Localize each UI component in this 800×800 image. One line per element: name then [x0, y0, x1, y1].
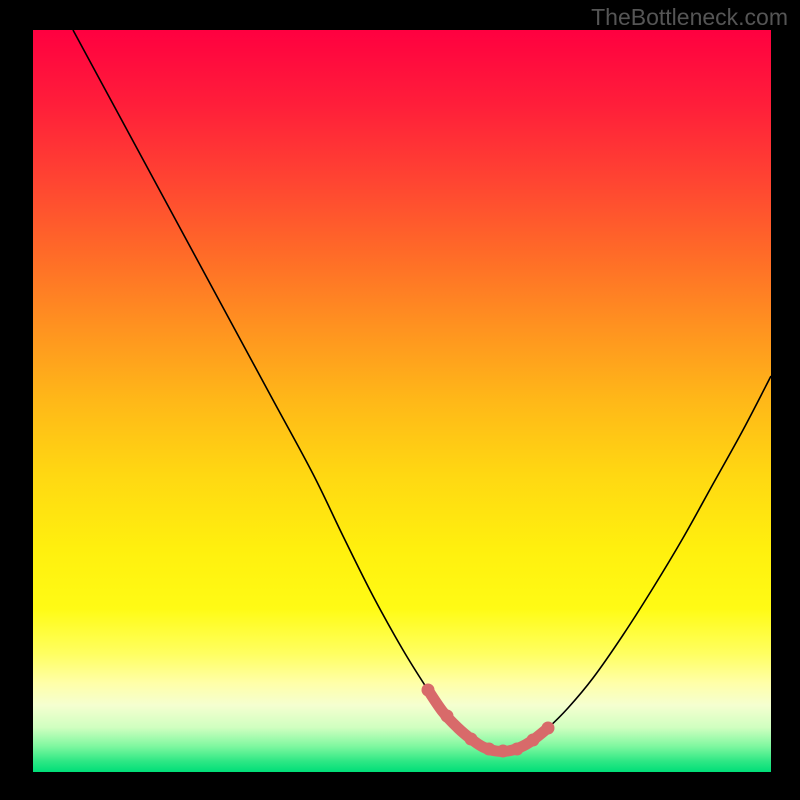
watermark-text: TheBottleneck.com	[591, 4, 788, 31]
plot-background	[33, 30, 771, 772]
highlight-dot	[465, 733, 478, 746]
highlight-dot	[527, 734, 540, 747]
highlight-dot	[422, 684, 435, 697]
highlight-dot	[497, 745, 510, 758]
chart-svg	[0, 0, 800, 800]
highlight-dot	[441, 710, 454, 723]
chart-root: TheBottleneck.com	[0, 0, 800, 800]
highlight-dot	[511, 743, 524, 756]
highlight-dot	[542, 722, 555, 735]
highlight-dot	[483, 743, 496, 756]
